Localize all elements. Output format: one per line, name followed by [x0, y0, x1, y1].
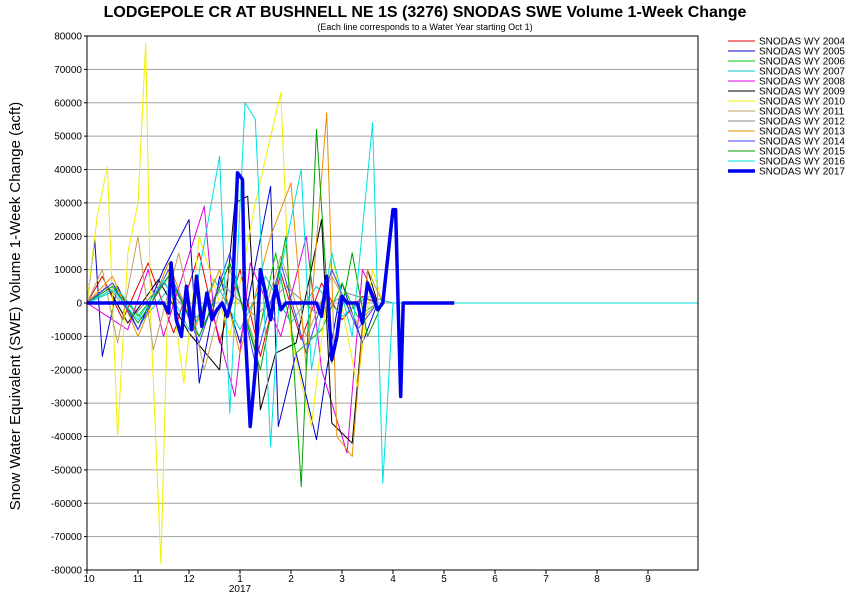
- legend-label: SNODAS WY 2015: [759, 147, 845, 158]
- x-tick-label: 5: [441, 574, 447, 585]
- x-tick-label: 6: [492, 574, 498, 585]
- axes: 80000 70000 60000 50000 40000 30000 20000 10000…: [51, 32, 699, 595]
- legend-label: SNODAS WY 2008: [759, 77, 845, 88]
- legend-label: SNODAS WY 2005: [759, 47, 845, 58]
- x-tick-label: 8: [594, 574, 600, 585]
- legend-label: SNODAS WY 2012: [759, 117, 845, 128]
- y-axis-label: Snow Water Equivalent (SWE) Volume 1-Wee…: [7, 102, 24, 511]
- y-tick-label: -60000: [51, 499, 83, 510]
- legend-label: SNODAS WY 2009: [759, 87, 845, 98]
- legend-label: SNODAS WY 2017: [759, 167, 845, 178]
- legend-label: SNODAS WY 2016: [759, 157, 845, 168]
- y-tick-label: -30000: [51, 399, 83, 410]
- x-tick-label: 2: [288, 574, 294, 585]
- y-tick-label: -40000: [51, 432, 83, 443]
- legend-label: SNODAS WY 2010: [759, 97, 845, 108]
- legend-label: SNODAS WY 2006: [759, 57, 845, 68]
- x-tick-label: 4: [390, 574, 396, 585]
- y-tick-label: 80000: [54, 32, 82, 43]
- chart-subtitle: (Each line corresponds to a Water Year s…: [317, 22, 532, 32]
- legend-label: SNODAS WY 2013: [759, 127, 845, 138]
- series-line-snodas-wy-2016: [87, 102, 698, 484]
- y-tick-label: 60000: [54, 98, 82, 109]
- y-tick-label: -10000: [51, 332, 83, 343]
- y-tick-label: 50000: [54, 132, 82, 143]
- legend-label: SNODAS WY 2004: [759, 37, 845, 48]
- x-tick-label: 3: [339, 574, 345, 585]
- y-tick-label: -20000: [51, 365, 83, 376]
- y-tick-label: -70000: [51, 532, 83, 543]
- legend-label: SNODAS WY 2011: [759, 107, 845, 118]
- series-lines: [87, 42, 698, 564]
- x-tick-label: 11: [133, 574, 144, 585]
- chart-title: LODGEPOLE CR AT BUSHNELL NE 1S (3276) SN…: [104, 4, 747, 21]
- legend-label: SNODAS WY 2014: [759, 137, 845, 148]
- y-tick-label: 10000: [54, 265, 82, 276]
- series-line-snodas-wy-2008: [87, 205, 379, 454]
- y-tick-label: 40000: [54, 165, 82, 176]
- y-tick-label: 20000: [54, 232, 82, 243]
- y-tick-label: 0: [76, 299, 82, 310]
- x-year-label: 2017: [229, 584, 252, 595]
- x-tick-label: 7: [543, 574, 549, 585]
- y-tick-label: 70000: [54, 65, 82, 76]
- x-tick-label: 1: [237, 574, 243, 585]
- series-line-snodas-wy-2013: [87, 112, 384, 457]
- y-tick-label: -50000: [51, 465, 83, 476]
- legend-label: SNODAS WY 2007: [759, 67, 845, 78]
- x-tick-label: 12: [183, 574, 195, 585]
- series-line-snodas-wy-2017: [87, 171, 455, 429]
- series-line-snodas-wy-2004: [87, 252, 378, 357]
- x-tick-label: 9: [645, 574, 651, 585]
- x-tick-label: 10: [83, 574, 95, 585]
- y-tick-label: -80000: [51, 566, 83, 577]
- series-line-snodas-wy-2010: [87, 42, 384, 564]
- y-tick-label: 30000: [54, 198, 82, 209]
